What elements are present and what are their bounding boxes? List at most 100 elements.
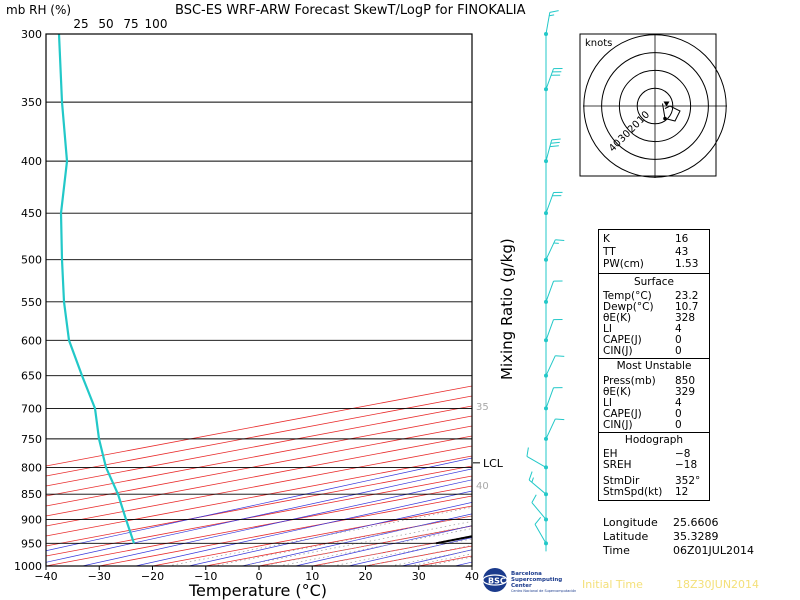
isotherm-line xyxy=(46,415,472,497)
svg-text:Supercomputing: Supercomputing xyxy=(511,577,562,583)
stmspd-row: StmSpd(kt) 12 xyxy=(603,486,689,498)
surface-theta-row: θE(K) 328 xyxy=(603,312,696,324)
wind-barb-flag xyxy=(534,516,542,525)
rh-tick-label: 50 xyxy=(98,17,113,31)
tt-index-row: TT 43 xyxy=(603,246,689,258)
wind-barb xyxy=(545,68,554,90)
wind-barb xyxy=(528,479,547,495)
y-tick-label: 500 xyxy=(21,254,42,267)
wind-barb xyxy=(545,319,554,341)
wind-barb-flag xyxy=(531,494,537,503)
isotherm-line xyxy=(46,405,472,487)
svg-text:Center: Center xyxy=(511,583,532,589)
mu-cape-row: CAPE(J) 0 xyxy=(603,408,682,420)
surface-cin-row: CIN(J) 0 xyxy=(603,345,682,357)
isotherm-line xyxy=(46,465,472,547)
y-tick-label: 400 xyxy=(21,155,42,168)
svg-text:BSC: BSC xyxy=(488,577,506,586)
wind-barb-flag xyxy=(549,10,559,13)
sreh-row: SREH −18 xyxy=(603,459,698,471)
divider xyxy=(599,273,709,274)
isotherm-line xyxy=(258,525,472,566)
rh-tick-label: 100 xyxy=(145,17,168,31)
hodograph-frame xyxy=(579,33,717,177)
y-tick-label: 900 xyxy=(21,513,42,526)
dry-adiabat-line xyxy=(46,457,472,552)
isotherm-line xyxy=(46,455,472,537)
y-tick-label: 300 xyxy=(21,28,42,41)
mu-cin-row: CIN(J) 0 xyxy=(603,419,682,431)
eh-row: EH −8 xyxy=(603,448,691,460)
isotherm-line xyxy=(46,425,472,507)
y-tick-label: 800 xyxy=(21,461,42,474)
mu-press-row: Press(mb) 850 xyxy=(603,375,696,387)
x-tick-label: −20 xyxy=(141,570,164,583)
initial-time-value: 18Z30JUN2014 xyxy=(676,578,760,591)
wind-barb-flag xyxy=(555,418,565,421)
surface-heading: Surface xyxy=(633,276,674,288)
wind-barb xyxy=(526,455,547,468)
stmdir-row: StmDir 352° xyxy=(603,475,701,487)
isotherm-line xyxy=(312,535,472,566)
wind-barb-flag xyxy=(551,138,561,141)
svg-text:Barcelona: Barcelona xyxy=(511,571,542,577)
y-tick-label: 350 xyxy=(21,96,42,109)
mixing-ratio-line xyxy=(262,524,472,566)
storm-motion-marker xyxy=(663,101,670,107)
y-tick-label: 650 xyxy=(21,370,42,383)
y-tick-label: 450 xyxy=(21,207,42,220)
y-tick-label: 750 xyxy=(21,433,42,446)
dry-adiabat-line xyxy=(775,34,800,566)
x-tick-label: 0 xyxy=(256,570,263,583)
mu-theta-row: θE(K) 329 xyxy=(603,386,696,398)
x-tick-label: −10 xyxy=(194,570,217,583)
y-tick-label: 550 xyxy=(21,296,42,309)
hodograph-heading: Hodograph xyxy=(624,434,684,446)
wind-barb xyxy=(545,387,554,409)
svg-text:Centro Nacional de Supercomput: Centro Nacional de Supercomputación xyxy=(511,589,576,593)
dry-adiabat-line xyxy=(46,468,472,563)
axes: 3003504004505005506006507007508008509009… xyxy=(14,17,504,583)
wind-barb-column xyxy=(526,10,565,552)
most-unstable-heading: Most Unstable xyxy=(616,360,692,372)
lcl-label: LCL xyxy=(483,457,504,470)
wind-barb-flag xyxy=(526,447,529,457)
initial-time-label: Initial Time xyxy=(582,578,643,591)
rh-tick-label: 25 xyxy=(73,17,88,31)
header-units: mb RH (%) xyxy=(6,3,71,17)
y-tick-label: 950 xyxy=(21,537,42,550)
y-tick-label: 850 xyxy=(21,488,42,501)
isotherm-line xyxy=(46,445,472,527)
hodograph-point xyxy=(663,116,667,121)
wind-barb-flag xyxy=(528,471,533,481)
data-series xyxy=(57,34,472,545)
wind-barb xyxy=(534,524,547,544)
bsc-logo: BSC Barcelona Supercomputing Center Cent… xyxy=(482,568,576,593)
isotherm-label: 35 xyxy=(476,402,489,413)
mixing-ratio-line xyxy=(366,544,472,566)
wind-barb-flag xyxy=(550,141,560,144)
surface-dewp-row: Dewp(°C) 10.7 xyxy=(603,301,699,313)
rh-profile-line xyxy=(57,34,136,544)
wind-barb xyxy=(545,418,556,440)
x-tick-label: 10 xyxy=(305,570,319,583)
y-tick-label: 600 xyxy=(21,334,42,347)
indices-panel: K 16 TT 43 PW(cm) 1.53 Surface Temp(°C) 23.2… xyxy=(598,229,710,501)
mixing-ratio-axis-label: Mixing Ratio (g/kg) xyxy=(498,238,516,380)
wind-barb-flag xyxy=(531,477,534,483)
divider xyxy=(599,358,709,359)
wind-barb-flag xyxy=(555,355,565,357)
surface-temp-row: Temp(°C) 23.2 xyxy=(603,290,699,302)
wind-barb xyxy=(545,12,551,35)
rh-tick-label: 75 xyxy=(123,17,138,31)
chart-title: BSC-ES WRF-ARW Forecast SkewT/LogP for F… xyxy=(175,3,526,18)
wind-barb-flag xyxy=(549,14,555,17)
x-tick-label: 30 xyxy=(412,570,426,583)
dry-adiabat-line xyxy=(188,502,472,566)
dry-adiabat-line xyxy=(135,490,472,566)
mixing-ratio-line xyxy=(332,538,472,566)
wind-barb xyxy=(545,139,553,162)
surface-cape-row: CAPE(J) 0 xyxy=(603,334,682,346)
